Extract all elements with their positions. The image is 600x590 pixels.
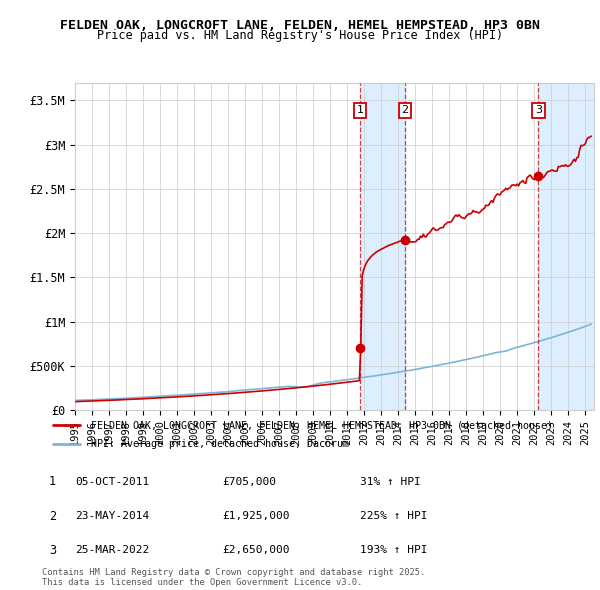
Text: £2,650,000: £2,650,000: [222, 545, 290, 555]
Text: Contains HM Land Registry data © Crown copyright and database right 2025.
This d: Contains HM Land Registry data © Crown c…: [42, 568, 425, 587]
Text: 2: 2: [401, 106, 409, 116]
Text: £1,925,000: £1,925,000: [222, 511, 290, 521]
Text: £705,000: £705,000: [222, 477, 276, 487]
Text: 25-MAR-2022: 25-MAR-2022: [75, 545, 149, 555]
Text: Price paid vs. HM Land Registry's House Price Index (HPI): Price paid vs. HM Land Registry's House …: [97, 30, 503, 42]
Text: 2: 2: [49, 510, 56, 523]
Text: 3: 3: [49, 544, 56, 557]
Text: HPI: Average price, detached house, Dacorum: HPI: Average price, detached house, Daco…: [91, 440, 349, 449]
Text: FELDEN OAK, LONGCROFT LANE, FELDEN, HEMEL HEMPSTEAD, HP3 0BN: FELDEN OAK, LONGCROFT LANE, FELDEN, HEME…: [60, 19, 540, 32]
Bar: [360, 83, 405, 410]
Text: FELDEN OAK, LONGCROFT LANE, FELDEN, HEMEL HEMPSTEAD, HP3 0BN (detached house): FELDEN OAK, LONGCROFT LANE, FELDEN, HEME…: [91, 420, 553, 430]
Text: 31% ↑ HPI: 31% ↑ HPI: [360, 477, 421, 487]
Bar: [538, 83, 594, 410]
Text: 1: 1: [356, 106, 364, 116]
Text: 23-MAY-2014: 23-MAY-2014: [75, 511, 149, 521]
Text: 225% ↑ HPI: 225% ↑ HPI: [360, 511, 427, 521]
Text: 05-OCT-2011: 05-OCT-2011: [75, 477, 149, 487]
Text: 1: 1: [49, 476, 56, 489]
Text: 193% ↑ HPI: 193% ↑ HPI: [360, 545, 427, 555]
Text: 3: 3: [535, 106, 542, 116]
